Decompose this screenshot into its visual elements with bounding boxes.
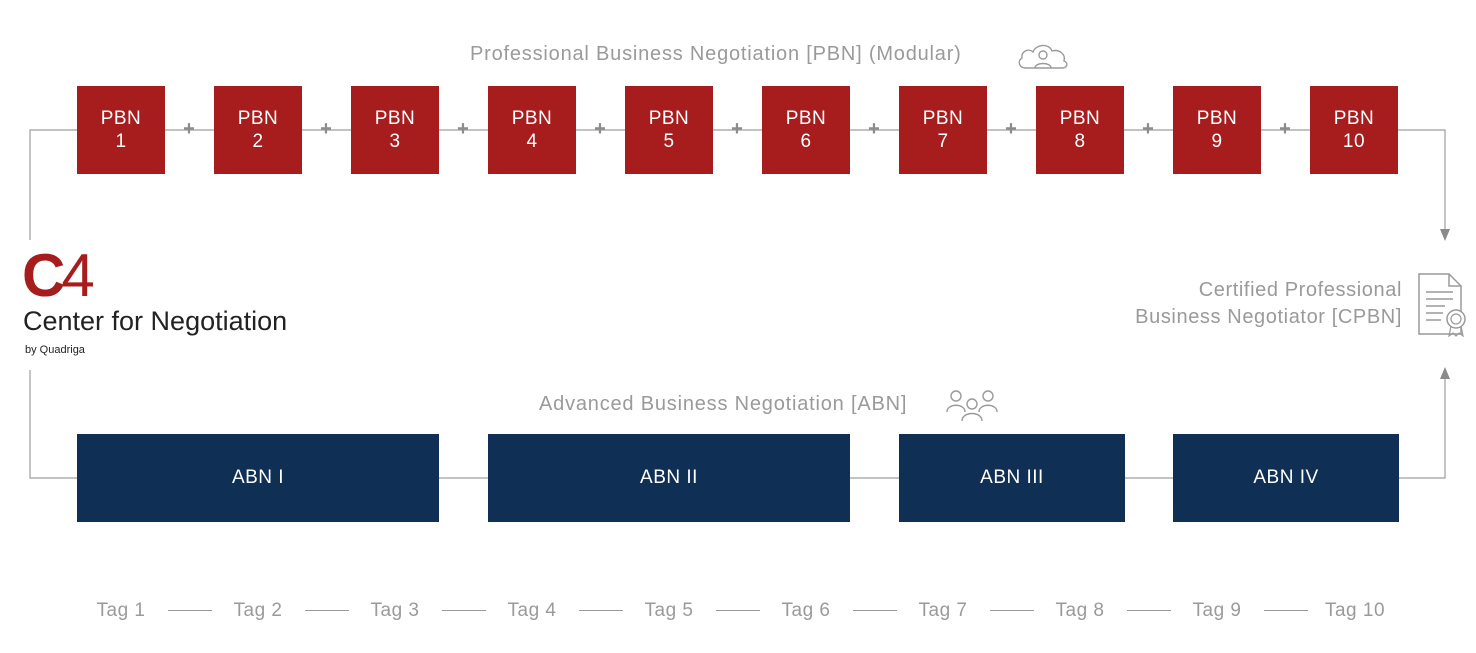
- day-label-5: Tag 5: [644, 600, 694, 621]
- logo-byline: by Quadriga: [25, 344, 85, 356]
- pbn-module-label: PBN: [922, 108, 964, 129]
- cloud-user-icon: [1018, 44, 1068, 69]
- day-label-2: Tag 2: [233, 600, 283, 621]
- arrow-down-icon: [1440, 229, 1450, 241]
- pbn-module-label: PBN: [374, 108, 416, 129]
- pbn-module-number: 4: [526, 131, 538, 152]
- pbn-module-label: PBN: [1059, 108, 1101, 129]
- day-label-9: Tag 9: [1192, 600, 1242, 621]
- plus-separator: +: [594, 118, 606, 140]
- pbn-module-number: 2: [252, 131, 264, 152]
- pbn-module-8: PBN 8: [1036, 86, 1124, 174]
- plus-separator: +: [1279, 118, 1291, 140]
- pbn-module-5: PBN 5: [625, 86, 713, 174]
- plus-separator: +: [320, 118, 332, 140]
- pbn-module-number: 3: [389, 131, 401, 152]
- day-connector: [578, 610, 623, 611]
- day-label-7: Tag 7: [918, 600, 968, 621]
- certificate-document-icon: [1418, 273, 1466, 338]
- abn-module-3: ABN III: [899, 434, 1125, 522]
- pbn-module-3: PBN 3: [351, 86, 439, 174]
- plus-separator: +: [1142, 118, 1154, 140]
- pbn-module-1: PBN 1: [77, 86, 165, 174]
- day-connector: [1126, 610, 1171, 611]
- pbn-group-title: Professional Business Negotiation [PBN] …: [470, 43, 962, 65]
- pbn-module-label: PBN: [237, 108, 279, 129]
- pbn-module-2: PBN 2: [214, 86, 302, 174]
- pbn-module-label: PBN: [100, 108, 142, 129]
- pbn-module-label: PBN: [511, 108, 553, 129]
- logo-mark-4: 4: [61, 242, 95, 309]
- pbn-module-number: 9: [1211, 131, 1223, 152]
- pbn-module-7: PBN 7: [899, 86, 987, 174]
- day-label-4: Tag 4: [507, 600, 557, 621]
- pbn-track-line: [29, 129, 1446, 240]
- pbn-module-number: 1: [115, 131, 127, 152]
- logo-mark-c: C: [22, 242, 65, 309]
- pbn-module-10: PBN 10: [1310, 86, 1398, 174]
- pbn-module-number: 10: [1342, 131, 1366, 152]
- day-connector: [989, 610, 1034, 611]
- pbn-module-4: PBN 4: [488, 86, 576, 174]
- day-label-10: Tag 10: [1324, 600, 1386, 621]
- plus-separator: +: [731, 118, 743, 140]
- plus-separator: +: [183, 118, 195, 140]
- pbn-module-number: 8: [1074, 131, 1086, 152]
- pbn-module-label: PBN: [1196, 108, 1238, 129]
- logo-name: Center for Negotiation: [23, 306, 288, 336]
- pbn-module-6: PBN 6: [762, 86, 850, 174]
- day-connector: [715, 610, 760, 611]
- certificate-line-2: Business Negotiator [CPBN]: [1135, 306, 1402, 328]
- day-connector: [1264, 610, 1308, 611]
- abn-group-title: Advanced Business Negotiation [ABN]: [539, 393, 908, 415]
- c4-logo: C4: [22, 246, 95, 306]
- day-connector: [852, 610, 897, 611]
- pbn-module-number: 6: [800, 131, 812, 152]
- group-users-icon: [946, 390, 998, 422]
- day-label-8: Tag 8: [1055, 600, 1105, 621]
- pbn-module-label: PBN: [785, 108, 827, 129]
- pbn-module-label: PBN: [1333, 108, 1375, 129]
- abn-module-2: ABN II: [488, 434, 850, 522]
- day-label-1: Tag 1: [96, 600, 146, 621]
- abn-module-4: ABN IV: [1173, 434, 1399, 522]
- certificate-label: Certified Professional Business Negotiat…: [1135, 277, 1402, 331]
- pbn-module-number: 5: [663, 131, 675, 152]
- day-label-6: Tag 6: [781, 600, 831, 621]
- arrow-up-icon: [1440, 367, 1450, 379]
- abn-module-1: ABN I: [77, 434, 439, 522]
- day-label-3: Tag 3: [370, 600, 420, 621]
- plus-separator: +: [1005, 118, 1017, 140]
- pbn-module-number: 7: [937, 131, 949, 152]
- day-connector: [167, 610, 212, 611]
- plus-separator: +: [868, 118, 880, 140]
- certificate-line-1: Certified Professional: [1198, 279, 1402, 301]
- pbn-module-9: PBN 9: [1173, 86, 1261, 174]
- day-connector: [441, 610, 486, 611]
- pbn-module-label: PBN: [648, 108, 690, 129]
- day-connector: [304, 610, 349, 611]
- plus-separator: +: [457, 118, 469, 140]
